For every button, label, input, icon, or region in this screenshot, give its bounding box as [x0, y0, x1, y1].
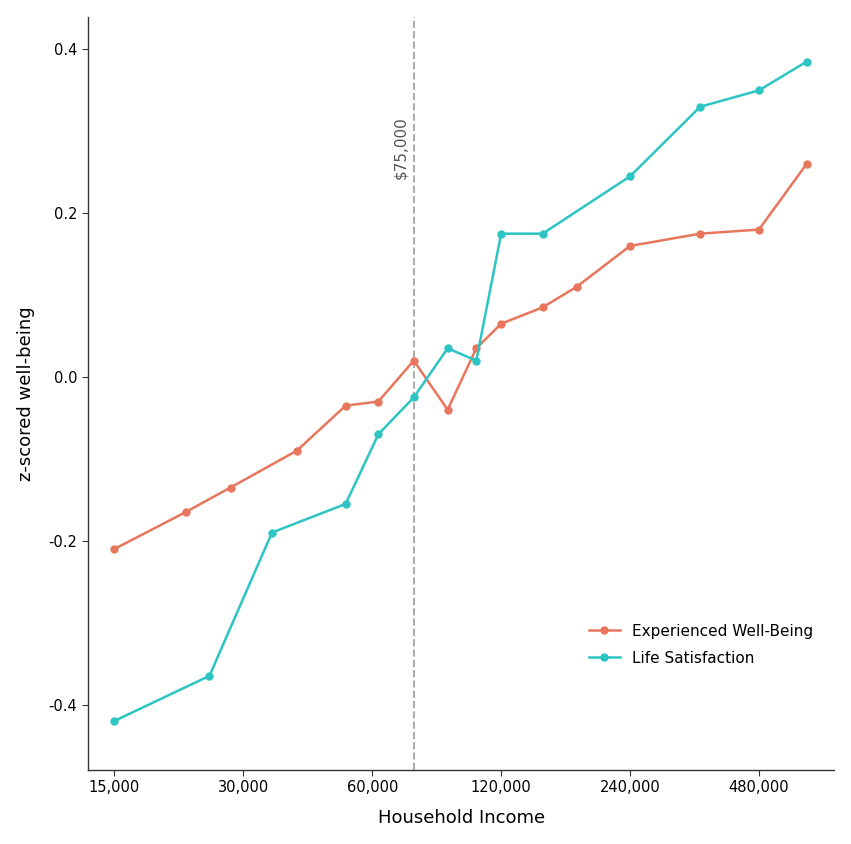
Experienced Well-Being	[374, 397, 384, 407]
Experienced Well-Being	[471, 344, 482, 354]
Life Satisfaction	[625, 171, 635, 181]
Life Satisfaction	[802, 57, 812, 67]
Text: $75,000: $75,000	[393, 116, 408, 179]
Line: Experienced Well-Being: Experienced Well-Being	[111, 160, 810, 553]
Life Satisfaction	[538, 229, 548, 239]
Legend: Experienced Well-Being, Life Satisfaction: Experienced Well-Being, Life Satisfactio…	[583, 618, 820, 672]
Experienced Well-Being	[754, 225, 764, 235]
Life Satisfaction	[408, 392, 419, 403]
Experienced Well-Being	[695, 229, 705, 239]
Experienced Well-Being	[496, 319, 506, 329]
Y-axis label: z-scored well-being: z-scored well-being	[17, 306, 35, 481]
Life Satisfaction	[496, 229, 506, 239]
Life Satisfaction	[471, 355, 482, 365]
Life Satisfaction	[340, 499, 351, 509]
Life Satisfaction	[204, 671, 214, 681]
Experienced Well-Being	[180, 507, 191, 517]
Line: Life Satisfaction: Life Satisfaction	[111, 58, 810, 724]
Life Satisfaction	[374, 430, 384, 440]
Experienced Well-Being	[340, 401, 351, 411]
Experienced Well-Being	[226, 483, 236, 493]
X-axis label: Household Income: Household Income	[378, 809, 545, 827]
Life Satisfaction	[443, 344, 453, 354]
Experienced Well-Being	[109, 544, 119, 554]
Experienced Well-Being	[538, 302, 548, 312]
Experienced Well-Being	[571, 282, 581, 292]
Experienced Well-Being	[625, 241, 635, 251]
Experienced Well-Being	[292, 446, 302, 456]
Life Satisfaction	[695, 101, 705, 111]
Life Satisfaction	[267, 528, 277, 538]
Life Satisfaction	[109, 716, 119, 726]
Experienced Well-Being	[443, 404, 453, 414]
Life Satisfaction	[754, 85, 764, 95]
Experienced Well-Being	[408, 355, 419, 365]
Experienced Well-Being	[802, 159, 812, 169]
